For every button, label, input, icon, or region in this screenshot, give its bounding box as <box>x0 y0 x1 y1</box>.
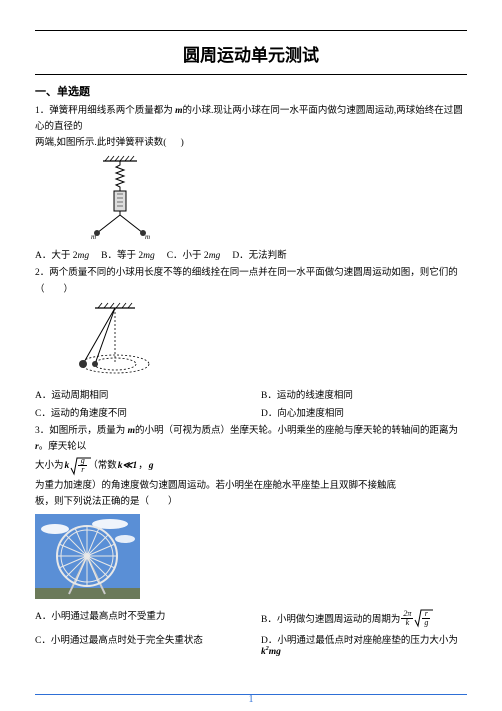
q3-opt-c: C．小明通过最高点时处于完全失重状态 <box>35 632 241 657</box>
page-number: 1 <box>0 694 502 705</box>
q2-svg <box>65 302 165 380</box>
question-3: 3．如图所示，质量为 m的小明（可视为质点）坐摩天轮。小明乘坐的座舱与摩天轮的转… <box>35 423 467 455</box>
q3-td: 大小为 <box>35 458 64 474</box>
q1-var-m: m <box>175 106 182 116</box>
q1-figure: m m <box>35 155 467 243</box>
q3-kineq: k≪1 <box>118 458 137 474</box>
q3-d-expr: k2mg <box>261 647 281 657</box>
question-2: 2．两个质量不同的小球用长度不等的细线拴在同一点并在同一水平面做匀速圆周运动如图… <box>35 265 467 297</box>
question-1: 1．弹簧秤用细线系两个质量都为 m的小球.现让两小球在同一水平面内做匀速圆周运动… <box>35 103 467 151</box>
q2-options: A．运动周期相同 B．运动的线速度相同 C．运动的角速度不同 D．向心加速度相同 <box>35 387 467 419</box>
q1-text-a: 弹簧秤用细线系两个质量都为 <box>49 106 173 116</box>
q1-opt-b: B．等于 2mg <box>101 247 155 261</box>
q1-num: 1． <box>35 106 49 116</box>
question-3c: 板，则下列说法正确的是（ ） <box>35 494 467 510</box>
q2-figure <box>35 302 467 383</box>
q3-ta: 如图所示，质量为 <box>49 426 125 436</box>
q3-opt-a: A．小明通过最高点时不受重力 <box>35 608 241 628</box>
q2-opt-b: B．运动的线速度相同 <box>261 387 467 401</box>
q3-b-num: 2π <box>403 610 411 618</box>
q1-opt-a: A．大于 2mg <box>35 247 89 261</box>
q3-th: 板，则下列说法正确的是（ ） <box>35 497 178 507</box>
q1-svg: m m <box>85 155 155 240</box>
q1-options: A．大于 2mg B．等于 2mg C．小于 2mg D．无法判断 <box>35 247 467 261</box>
q1-text-c: 两端,如图所示.此时弹簧秤读数( <box>35 138 166 148</box>
q2-num: 2． <box>35 268 49 278</box>
q3-num: 3． <box>35 426 49 436</box>
rule-top <box>35 30 467 31</box>
q3-opt-b: B．小明做匀速圆周运动的周期为 2π k rg <box>261 608 467 628</box>
svg-text:m: m <box>91 233 96 240</box>
sqrt-icon: gr <box>70 455 87 477</box>
q3-te: （常数 <box>88 458 117 474</box>
q1-opt-d: D．无法判断 <box>232 247 286 261</box>
question-3b: 大小为 k gr （常数 k≪1， g 为重力加速度）的角速度做匀速圆周运动。若小… <box>35 455 467 494</box>
page-title: 圆周运动单元测试 <box>35 41 467 66</box>
q3-tb: 的小明（可视为质点）坐摩天轮。小明乘坐的座舱与摩天轮的转轴间的距离为 <box>135 426 458 436</box>
svg-text:m: m <box>145 233 150 240</box>
q3-d-pre: D．小明通过最低点时对座舱座垫的压力大小为 <box>261 636 458 646</box>
q1-paren: ) <box>181 138 184 148</box>
sqrt-icon: rg <box>414 608 430 628</box>
q2-text: 两个质量不同的小球用长度不等的细线拴在同一点并在同一水平面做匀速圆周运动如图，则… <box>35 268 458 294</box>
q3-tf: ， <box>138 458 148 474</box>
q3-g: g <box>149 458 154 474</box>
rule-under-title <box>35 74 467 75</box>
q3-options: A．小明通过最高点时不受重力 B．小明做匀速圆周运动的周期为 2π k rg C… <box>35 608 467 657</box>
q3-opt-d: D．小明通过最低点时对座舱座垫的压力大小为 k2mg <box>261 632 467 657</box>
q3-photo-svg <box>35 514 140 599</box>
q3-tc: 。摩天轮以 <box>39 442 87 452</box>
q3-photo <box>35 514 467 602</box>
q3-m: m <box>128 426 135 436</box>
section-heading: 一、单选题 <box>35 83 467 99</box>
q2-opt-d: D．向心加速度相同 <box>261 405 467 419</box>
q3-k: k <box>65 458 70 474</box>
q3-tg: 为重力加速度）的角速度做匀速圆周运动。若小明坐在座舱水平座垫上且双脚不接触底 <box>35 478 396 494</box>
q1-opt-c: C．小于 2mg <box>167 247 221 261</box>
q3-b-pre: B．小明做匀速圆周运动的周期为 <box>261 611 400 625</box>
q3-b-den: k <box>406 619 410 627</box>
q2-opt-c: C．运动的角速度不同 <box>35 405 241 419</box>
q2-opt-a: A．运动周期相同 <box>35 387 241 401</box>
